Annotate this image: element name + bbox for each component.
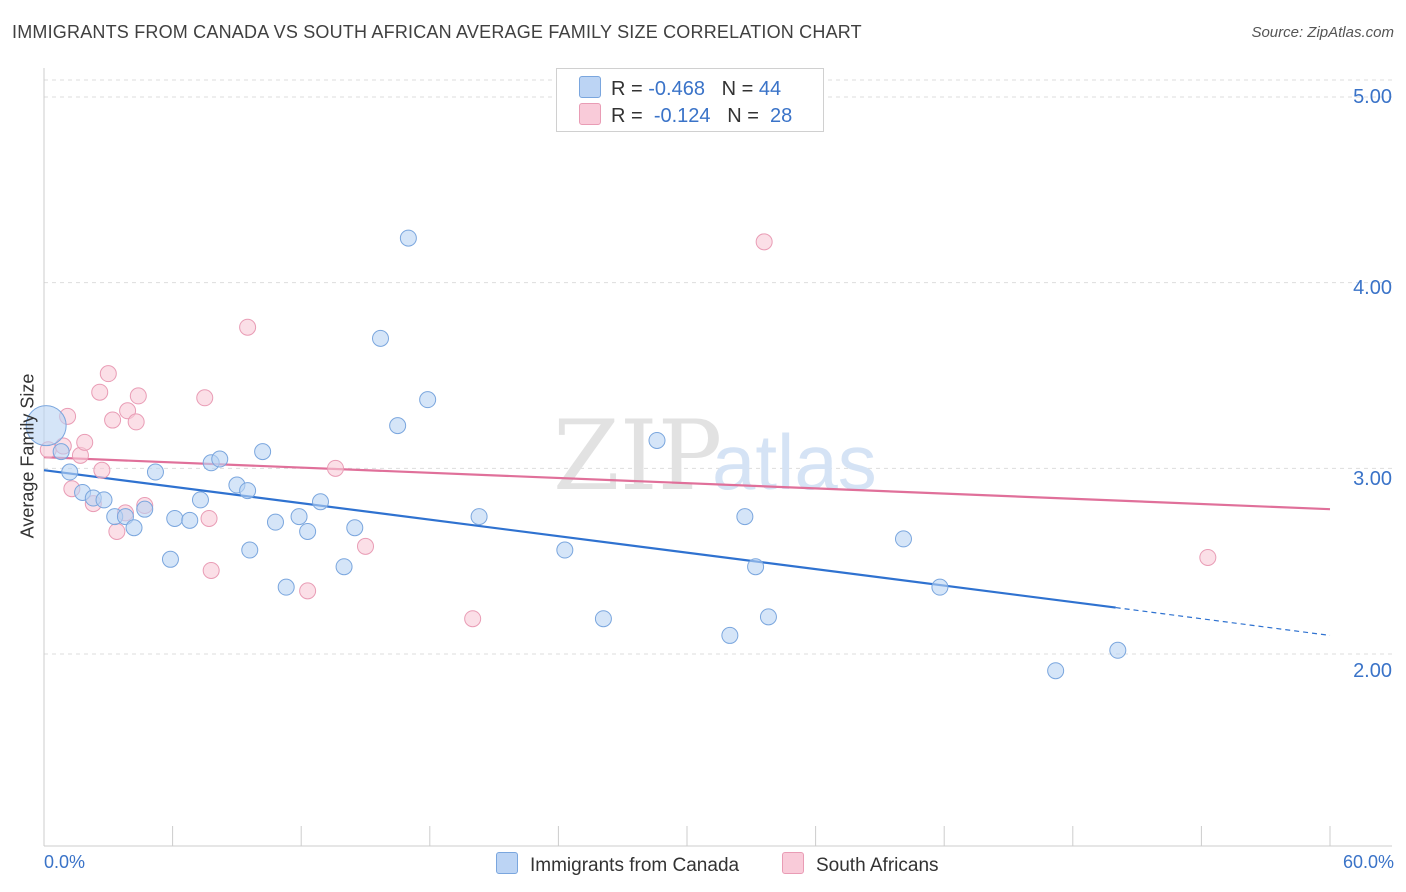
legend-row-canada: R = -0.468 N = 44	[579, 76, 781, 101]
point-canada	[125, 519, 143, 537]
legend-n-label: N =	[721, 78, 754, 100]
point-canada	[759, 608, 777, 626]
y-tick-label: 5.00	[1353, 86, 1392, 108]
point-canada	[1047, 662, 1065, 680]
point-canada	[299, 522, 317, 540]
point-canada	[61, 463, 79, 481]
point-canada	[419, 391, 437, 409]
y-tick-label: 3.00	[1353, 468, 1392, 490]
point-canada	[166, 509, 184, 527]
bottom-legend-canada[interactable]: Immigrants from Canada	[496, 852, 739, 877]
point-south-africans	[91, 383, 109, 401]
point-canada	[266, 513, 284, 531]
point-canada	[311, 493, 329, 511]
point-canada	[1109, 641, 1127, 659]
point-canada	[894, 530, 912, 548]
point-south-africans	[127, 413, 145, 431]
point-south-africans	[755, 233, 773, 251]
watermark: ZIP atlas	[553, 400, 877, 512]
data-points	[25, 229, 1217, 680]
y-tick-label: 4.00	[1353, 277, 1392, 299]
bottom-legend-swatch-canada	[496, 852, 518, 874]
point-canada	[594, 610, 612, 628]
watermark-zip: ZIP	[553, 400, 722, 512]
legend-row-south-africans: R = -0.124 N = 28	[579, 103, 792, 128]
point-canada	[372, 329, 390, 347]
point-canada	[161, 550, 179, 568]
point-canada	[95, 491, 113, 509]
point-south-africans	[93, 461, 111, 479]
bottom-legend-south-africans[interactable]: South Africans	[782, 852, 939, 877]
x-tick-label-max: 60.0%	[1342, 852, 1394, 872]
point-south-africans	[196, 389, 214, 407]
point-canada	[747, 558, 765, 576]
point-canada	[254, 443, 272, 461]
point-canada	[239, 482, 257, 500]
trendline-south-africans	[43, 456, 1331, 511]
legend-swatch-south-africans	[579, 103, 601, 125]
point-south-africans	[357, 537, 374, 555]
point-canada	[556, 541, 574, 559]
point-canada	[211, 450, 229, 468]
point-south-africans	[239, 318, 257, 336]
legend-box: R = -0.468 N = 44 R = -0.124 N = 28	[556, 68, 824, 132]
point-canada	[136, 500, 154, 518]
bottom-legend-label-south-africans: South Africans	[816, 855, 939, 876]
point-south-africans	[464, 610, 482, 628]
point-south-africans	[99, 365, 117, 383]
point-canada	[181, 511, 199, 529]
point-south-africans	[108, 522, 126, 540]
legend-n-label: N =	[727, 105, 759, 127]
chart-source: Source: ZipAtlas.com	[1251, 24, 1394, 41]
point-canada	[277, 578, 295, 596]
point-south-africans	[1199, 548, 1217, 566]
legend-r-value: -0.468	[648, 78, 705, 100]
legend-r-label: R =	[611, 105, 643, 127]
point-canada	[931, 578, 949, 596]
legend-r-label: R =	[611, 78, 643, 100]
legend-swatch-canada	[579, 76, 601, 98]
point-canada	[241, 541, 259, 559]
point-south-africans	[202, 561, 220, 579]
point-canada	[191, 491, 209, 509]
legend-n-value: 44	[758, 78, 782, 100]
y-tick-label: 2.00	[1353, 660, 1392, 682]
point-canada	[335, 558, 353, 576]
y-axis-label: Average Family Size	[17, 373, 38, 539]
bottom-legend-swatch-south-africans	[782, 852, 804, 874]
point-canada	[146, 463, 164, 481]
point-canada	[736, 508, 754, 526]
point-canada	[721, 626, 739, 644]
point-south-africans	[76, 433, 94, 451]
point-canada	[389, 417, 407, 435]
grid-lines	[44, 79, 1392, 655]
point-south-africans	[326, 459, 344, 477]
point-canada	[25, 405, 67, 447]
point-south-africans	[129, 387, 147, 405]
watermark-atlas: atlas	[712, 418, 877, 506]
bottom-legend-label-canada: Immigrants from Canada	[530, 855, 740, 876]
trendline-canada-extension	[1115, 606, 1331, 637]
point-canada	[346, 519, 364, 537]
point-south-africans	[299, 582, 317, 600]
point-south-africans	[104, 411, 122, 429]
legend-r-value: -0.124	[653, 105, 711, 127]
point-canada	[470, 508, 488, 526]
point-canada	[399, 229, 417, 247]
x-tick-label-min: 0.0%	[44, 852, 86, 872]
point-south-africans	[200, 509, 218, 527]
legend-n-value: 28	[770, 105, 793, 127]
point-canada	[290, 508, 308, 526]
point-canada	[52, 443, 70, 461]
chart-title: IMMIGRANTS FROM CANADA VS SOUTH AFRICAN …	[12, 22, 862, 42]
point-canada	[648, 431, 666, 449]
